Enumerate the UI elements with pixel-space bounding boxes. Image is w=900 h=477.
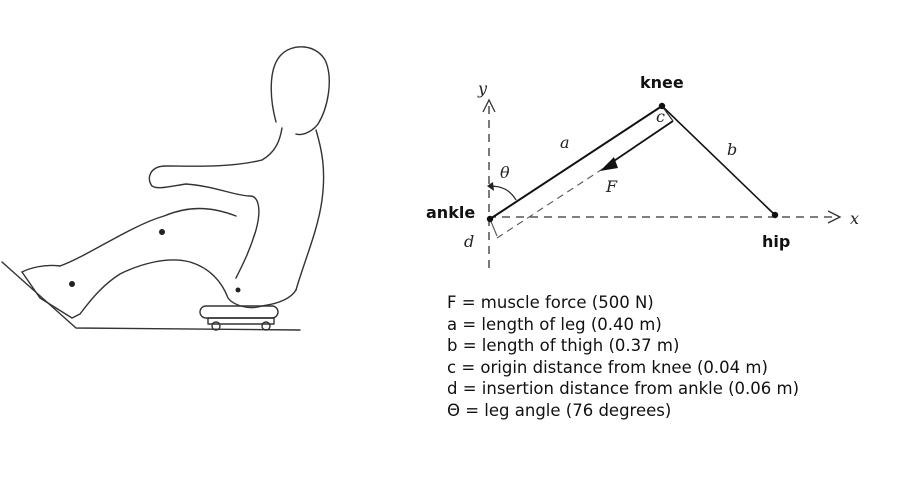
seat-wheel-right bbox=[261, 321, 271, 331]
force-label: F bbox=[605, 177, 618, 196]
person-shin bbox=[21, 264, 61, 273]
b-label: b bbox=[727, 140, 737, 159]
legend-item-leg-angle: Θ = leg angle (76 degrees) bbox=[447, 400, 672, 420]
person-head bbox=[270, 46, 330, 136]
seat-carriage bbox=[207, 317, 275, 325]
legend-item-thigh-length: b = length of thigh (0.37 m) bbox=[447, 336, 680, 355]
muscle-line-dashed bbox=[496, 167, 605, 239]
segment-b-thigh bbox=[661, 105, 776, 216]
seat-cushion bbox=[199, 305, 279, 319]
ankle-label: ankle bbox=[426, 203, 475, 222]
knee-point bbox=[658, 102, 666, 110]
knee-joint-dot bbox=[159, 229, 165, 235]
segment-a-leg bbox=[489, 105, 663, 220]
a-label: a bbox=[560, 133, 570, 152]
legend-item-origin-distance: c = origin distance from knee (0.04 m) bbox=[447, 357, 768, 377]
hip-label: hip bbox=[762, 232, 790, 251]
person-arm bbox=[148, 159, 263, 279]
hip-point bbox=[771, 211, 779, 219]
force-arrow-shaft bbox=[607, 120, 674, 166]
legend-item-force: F = muscle force (500 N) bbox=[447, 293, 654, 312]
theta-arc bbox=[489, 185, 517, 201]
x-axis-arrowhead bbox=[827, 210, 842, 224]
floor-line bbox=[1, 261, 301, 331]
theta-arrowhead bbox=[487, 182, 494, 191]
x-axis bbox=[488, 210, 842, 224]
variable-legend: F = muscle force (500 N) a = length of l… bbox=[447, 292, 799, 421]
joint-markers bbox=[69, 229, 241, 293]
d-label: d bbox=[464, 232, 474, 251]
c-label: c bbox=[656, 107, 665, 126]
hip-joint-dot bbox=[235, 287, 241, 293]
legend-item-leg-length: a = length of leg (0.40 m) bbox=[447, 314, 662, 334]
theta-label: θ bbox=[500, 163, 510, 182]
y-axis bbox=[482, 98, 496, 268]
seat-wheel-left bbox=[211, 321, 221, 331]
person-thigh-top bbox=[59, 207, 237, 267]
force-arrowhead bbox=[600, 157, 618, 171]
x-axis-label: x bbox=[850, 209, 859, 228]
y-axis-label: y bbox=[477, 79, 488, 98]
ankle-point bbox=[486, 215, 494, 223]
seated-person-sketch bbox=[1, 46, 330, 331]
person-chest bbox=[261, 127, 283, 161]
person-foot bbox=[21, 271, 81, 319]
legend-item-insertion-distance: d = insertion distance from ankle (0.06 … bbox=[447, 379, 800, 398]
y-axis-arrowhead bbox=[482, 98, 496, 113]
knee-label: knee bbox=[640, 73, 684, 92]
ankle-joint-dot bbox=[69, 281, 75, 287]
person-back bbox=[295, 129, 325, 291]
